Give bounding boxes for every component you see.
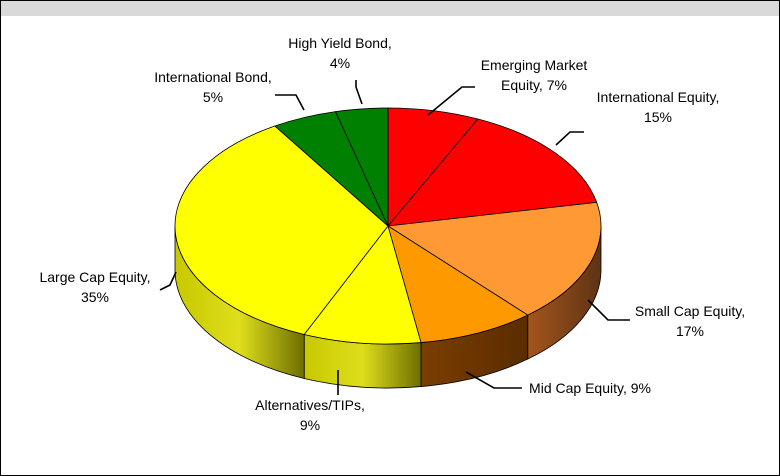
leader-line-6 (275, 94, 305, 111)
slice-label-4: Alternatives/TIPs, 9% (255, 397, 365, 433)
slice-label-5: Large Cap Equity, 35% (39, 269, 150, 305)
pie-labels: Emerging Market Equity, 7% International E… (39, 35, 745, 433)
chart-top-bar (1, 1, 779, 16)
slice-label-line: 4% (330, 55, 350, 71)
slice-label-line: 17% (676, 323, 704, 339)
slice-label-line: Alternatives/TIPs, (255, 397, 365, 413)
pie-leader-lines (159, 80, 630, 395)
slice-label-line: Emerging Market (481, 57, 588, 73)
slice-label-line: Large Cap Equity, (39, 269, 150, 285)
slice-label-line: Small Cap Equity, (635, 303, 745, 319)
pie-slice-2 (386, 201, 602, 316)
slice-label-line: 15% (644, 109, 672, 125)
pie-slice-1 (387, 118, 598, 227)
leader-line-0 (427, 86, 475, 116)
slice-label-line: 9% (300, 417, 320, 433)
slice-label-1: International Equity, 15% (597, 89, 720, 125)
leader-line-1 (555, 131, 584, 146)
leader-line-7 (355, 80, 363, 105)
leader-line-5 (159, 271, 177, 291)
slice-label-line: International Equity, (597, 89, 720, 105)
leader-line-2 (587, 299, 630, 321)
slice-label-line: High Yield Bond, (288, 35, 392, 51)
slice-label-7: High Yield Bond, 4% (288, 35, 392, 71)
pie-slices (174, 107, 602, 345)
slice-label-3: Mid Cap Equity, 9% (529, 380, 651, 396)
slice-label-line: 5% (203, 89, 223, 105)
slice-label-line: International Bond, (154, 69, 272, 85)
slice-label-2: Small Cap Equity, 17% (635, 303, 745, 339)
pie-slice-5 (174, 125, 389, 335)
pie-slice-4 (303, 225, 422, 345)
slice-label-0: Emerging Market Equity, 7% (481, 57, 588, 93)
slice-label-line: Mid Cap Equity, 9% (529, 380, 651, 396)
slice-label-6: International Bond, 5% (154, 69, 272, 105)
pie-slice-7 (334, 107, 389, 227)
leader-line-3 (465, 371, 522, 389)
slice-label-line: Equity, 7% (501, 77, 567, 93)
slice-label-line: 35% (81, 289, 109, 305)
pie-slice-3 (387, 225, 529, 344)
